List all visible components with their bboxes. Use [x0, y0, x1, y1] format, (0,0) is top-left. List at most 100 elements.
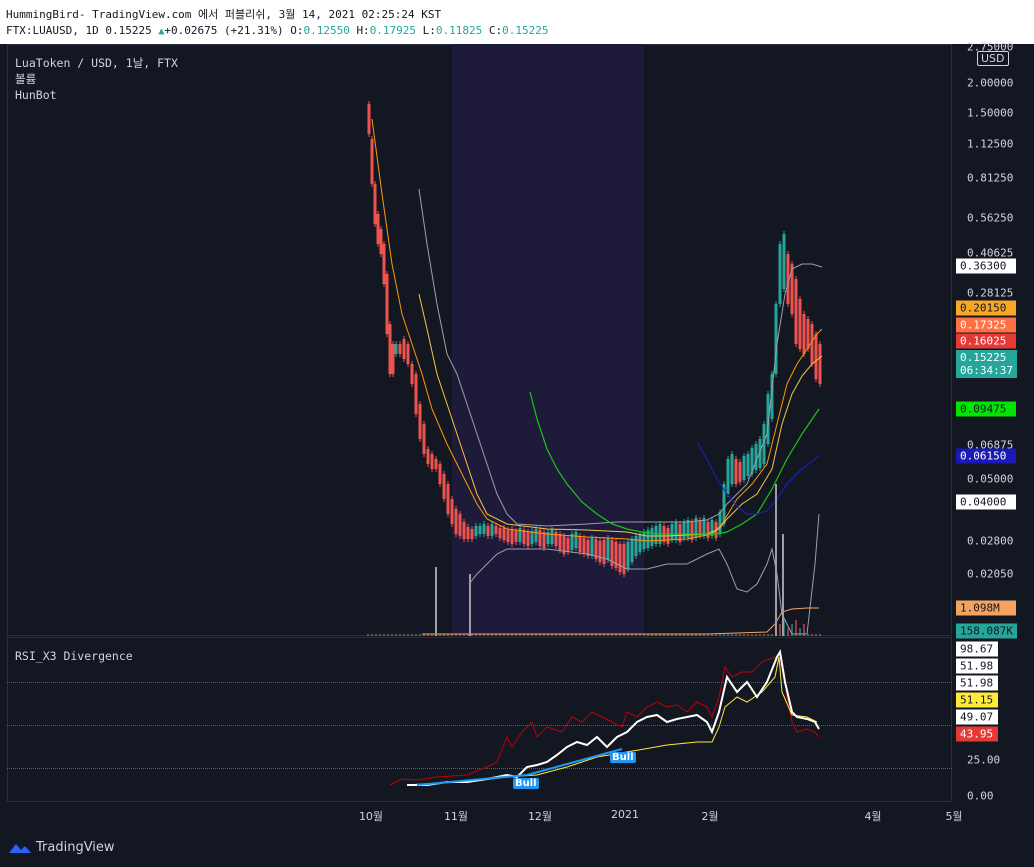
price-chart[interactable] — [7, 44, 952, 636]
candle-body — [762, 424, 766, 464]
candle-body — [490, 524, 494, 536]
volume-bar — [807, 634, 809, 636]
price-tag: 0.15225 06:34:37 — [956, 350, 1017, 378]
high-label: H: — [356, 24, 370, 37]
time-tick: 5월 — [945, 810, 963, 823]
price-tick: 1.12500 — [967, 137, 1014, 151]
volume-bar — [599, 634, 601, 636]
rsi-chart[interactable] — [7, 637, 952, 802]
volume-bar — [811, 634, 813, 636]
candle-body — [618, 544, 622, 572]
rsi-legend: RSI_X3 Divergence — [15, 649, 133, 663]
candle-body — [582, 538, 586, 554]
candle-body — [426, 449, 430, 464]
volume-bar — [587, 634, 589, 636]
high-value: 0.17925 — [369, 24, 417, 37]
volume-bar — [635, 634, 637, 636]
price-tag: 158.087K — [956, 623, 1017, 639]
price-tag: 0.06150 — [956, 448, 1016, 464]
candle-body — [674, 522, 678, 540]
candle-body — [722, 484, 726, 524]
price-axis[interactable]: 2.75000 2.00000 1.50000 1.12500 0.81250 0.562… — [952, 40, 1034, 639]
volume-bar — [387, 634, 389, 636]
volume-bar — [539, 634, 541, 636]
candle-body — [398, 344, 402, 354]
volume-bar — [499, 634, 501, 636]
volume-bar — [535, 634, 537, 636]
price-tick: 2.75000 — [967, 40, 1014, 54]
candle-body — [538, 530, 542, 546]
volume-bar — [627, 634, 629, 636]
volume-bar — [551, 634, 553, 636]
volume-bar — [375, 634, 377, 636]
volume-bar — [651, 634, 653, 636]
indicator-label: HunBot — [15, 88, 57, 102]
change-value: +0.02675 (+21.31%) — [164, 24, 284, 37]
volume-bar — [667, 634, 669, 636]
candle-body — [422, 424, 426, 454]
volume-bar — [383, 634, 385, 636]
volume-bar — [543, 634, 545, 636]
volume-bar — [659, 634, 661, 636]
volume-bar — [571, 634, 573, 636]
rsi-pane[interactable] — [7, 637, 952, 802]
currency-button[interactable]: USD — [977, 51, 1009, 66]
volume-bar — [671, 634, 673, 636]
candle-body — [758, 439, 762, 468]
price-tick: 0.81250 — [967, 171, 1014, 185]
candle-body — [376, 214, 380, 244]
candle-body — [634, 536, 638, 556]
candle-body — [498, 528, 502, 538]
price-tick: 0.02800 — [967, 534, 1014, 548]
volume-bar — [707, 634, 709, 636]
candle-body — [810, 324, 814, 364]
volume-label: 볼륨 — [15, 72, 37, 86]
low-label: L: — [422, 24, 436, 37]
candle-body — [586, 540, 590, 556]
volume-bar — [583, 634, 585, 636]
volume-bar — [483, 634, 485, 636]
candle-body — [766, 394, 770, 444]
candle-body — [566, 538, 570, 552]
volume-bar — [519, 634, 521, 636]
volume-bar — [763, 634, 765, 636]
volume-bar — [455, 634, 457, 636]
volume-bar — [795, 620, 797, 636]
candle-body — [678, 524, 682, 542]
volume-bar — [475, 634, 477, 636]
volume-bar — [759, 634, 761, 636]
candle-body — [602, 540, 606, 564]
volume-bar — [491, 634, 493, 636]
volume-bar — [663, 634, 665, 636]
candle-body — [562, 536, 566, 554]
volume-bar — [731, 634, 733, 636]
price-tick: 0.06875 — [967, 438, 1014, 452]
candle-body — [610, 540, 614, 566]
volume-bar — [687, 634, 689, 636]
rsi-tick: 0.00 — [967, 789, 994, 803]
volume-bar — [431, 634, 433, 636]
pair-label: LuaToken / USD, 1날, FTX — [15, 56, 178, 70]
volume-bar — [727, 634, 729, 636]
bull-label: Bull — [610, 752, 636, 763]
candle-body — [558, 534, 562, 550]
candle-body — [574, 532, 578, 548]
volume-bar — [779, 624, 781, 636]
ema-yellow-line — [418, 293, 823, 537]
rsi-red-line — [389, 656, 820, 786]
candle-body — [614, 542, 618, 568]
candle-body — [578, 536, 582, 552]
candle-body — [434, 459, 438, 469]
candle-body — [522, 530, 526, 544]
candle-body — [806, 319, 810, 349]
volume-bar — [479, 634, 481, 636]
volume-bar — [675, 634, 677, 636]
tradingview-brand[interactable]: TradingView — [8, 840, 115, 855]
time-tick: 10월 — [358, 810, 384, 823]
rsi-axis[interactable]: 98.67 51.98 51.98 51.15 49.07 43.95 25.00 0.00 — [952, 637, 1034, 803]
publish-title: HummingBird- TradingView.com 에서 퍼블리쉬, 3월… — [6, 8, 442, 21]
low-value: 0.11825 — [435, 24, 483, 37]
volume-bar — [743, 634, 745, 636]
volume-bar — [819, 634, 821, 636]
candle-body — [650, 528, 654, 546]
